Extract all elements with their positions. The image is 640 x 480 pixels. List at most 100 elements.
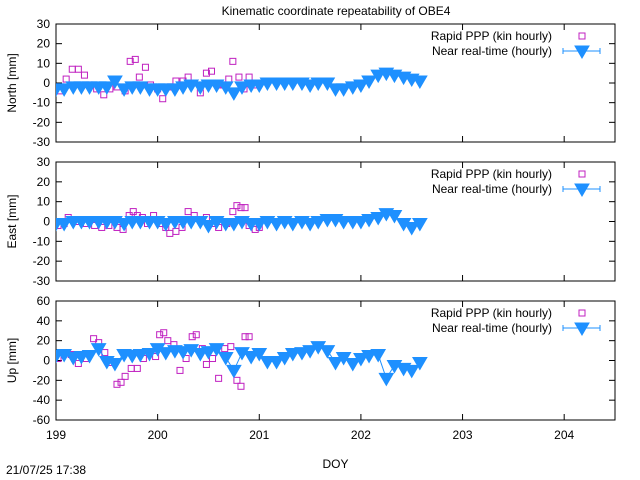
rapid-point <box>241 204 249 212</box>
legend-label: Rapid PPP (kin hourly) <box>431 29 552 43</box>
y-tick-label: -10 <box>33 234 51 248</box>
nrt-point <box>107 75 123 90</box>
x-tick-label: 200 <box>148 428 168 442</box>
nrt-point <box>56 217 73 232</box>
nrt-point <box>132 349 149 363</box>
rapid-point <box>62 75 70 83</box>
rapid-point <box>221 345 229 353</box>
rapid-point <box>209 355 217 363</box>
nrt-point <box>225 87 242 101</box>
legend: Rapid PPP (kin hourly)Near real-time (ho… <box>431 29 601 59</box>
nrt-point <box>403 221 420 236</box>
x-tick-label: 204 <box>554 428 574 442</box>
nrt-point <box>284 348 301 362</box>
nrt-point <box>411 356 428 371</box>
x-tick-label: 203 <box>453 428 473 442</box>
timestamp-label: 21/07/25 17:38 <box>6 463 86 477</box>
y-tick-label: 0 <box>43 215 50 229</box>
rapid-point <box>235 73 243 81</box>
nrt-point <box>411 217 428 232</box>
y-tick-label: 40 <box>37 314 51 328</box>
nrt-point <box>217 352 234 366</box>
nrt-point <box>141 348 158 362</box>
nrt-point <box>157 347 174 361</box>
data-marks <box>56 202 428 237</box>
legend: Rapid PPP (kin hourly)Near real-time (ho… <box>431 306 601 336</box>
rapid-point <box>113 380 121 388</box>
rapid-point <box>225 75 233 83</box>
x-tick-label: 202 <box>351 428 371 442</box>
nrt-point <box>276 352 293 366</box>
y-axis-label: East [mm] <box>5 194 19 248</box>
legend-swatch-nrt <box>574 183 590 197</box>
y-tick-label: 20 <box>37 37 51 51</box>
y-tick-label: -20 <box>33 115 51 129</box>
nrt-point <box>378 372 395 387</box>
nrt-point <box>370 349 387 363</box>
panel-1: 30 20 10 0 -10 -20 -30 North [mm] Rapid PPP (kin… <box>5 17 616 149</box>
nrt-point <box>310 216 327 230</box>
rapid-point <box>121 372 129 380</box>
y-tick-label: -40 <box>33 393 51 407</box>
rapid-point <box>241 333 249 341</box>
nrt-point <box>90 343 107 357</box>
y-tick-label: -30 <box>33 135 51 149</box>
rapid-point <box>184 208 192 216</box>
y-tick-label: -30 <box>33 274 51 288</box>
y-tick-label: 0 <box>43 354 50 368</box>
rapid-point <box>172 227 180 235</box>
legend-swatch-rapid <box>578 170 586 178</box>
nrt-point <box>386 210 403 224</box>
rapid-point <box>159 95 167 103</box>
nrt-point <box>98 81 115 95</box>
y-tick-label: -20 <box>33 254 51 268</box>
nrt-point <box>327 356 344 371</box>
legend-label: Near real-time (hourly) <box>432 321 552 335</box>
y-tick-label: 10 <box>37 56 51 70</box>
rapid-point <box>74 65 82 73</box>
nrt-point <box>284 217 301 232</box>
rapid-point <box>80 71 88 79</box>
y-tick-label: 10 <box>37 195 51 209</box>
nrt-point <box>344 357 361 372</box>
rapid-point <box>245 333 253 341</box>
y-tick-label: 30 <box>37 17 51 31</box>
rapid-point <box>227 343 235 351</box>
rapid-point <box>188 333 196 341</box>
y-axis-label: Up [mm] <box>5 338 19 383</box>
nrt-point <box>234 81 250 95</box>
chart-title: Kinematic coordinate repeatability of OB… <box>222 4 451 18</box>
legend-label: Rapid PPP (kin hourly) <box>431 167 552 181</box>
rapid-point <box>117 378 125 386</box>
rapid-point <box>164 337 172 345</box>
nrt-point <box>361 350 377 364</box>
rapid-point <box>156 331 164 339</box>
rapid-point <box>202 69 210 77</box>
nrt-point <box>361 75 377 90</box>
rapid-point <box>192 331 200 339</box>
rapid-point <box>215 374 223 382</box>
nrt-point <box>251 348 268 362</box>
nrt-point <box>157 217 174 232</box>
data-marks <box>56 329 428 390</box>
nrt-point <box>200 219 217 234</box>
data-marks <box>56 55 428 103</box>
rapid-point <box>229 57 237 65</box>
rapid-point <box>202 360 210 368</box>
x-axis-label: DOY <box>322 457 348 471</box>
y-axis-label: North [mm] <box>5 53 19 112</box>
y-tick-label: -20 <box>33 373 51 387</box>
rapid-point <box>176 366 184 374</box>
rapid-point <box>131 55 139 63</box>
nrt-point <box>56 83 73 97</box>
y-tick-label: 0 <box>43 76 50 90</box>
nrt-point <box>319 345 336 359</box>
nrt-point <box>81 350 98 364</box>
nrt-point <box>302 345 318 359</box>
nrt-point <box>353 353 369 367</box>
x-tick-label: 201 <box>249 428 269 442</box>
legend-label: Near real-time (hourly) <box>432 44 552 58</box>
rapid-point <box>126 57 134 65</box>
